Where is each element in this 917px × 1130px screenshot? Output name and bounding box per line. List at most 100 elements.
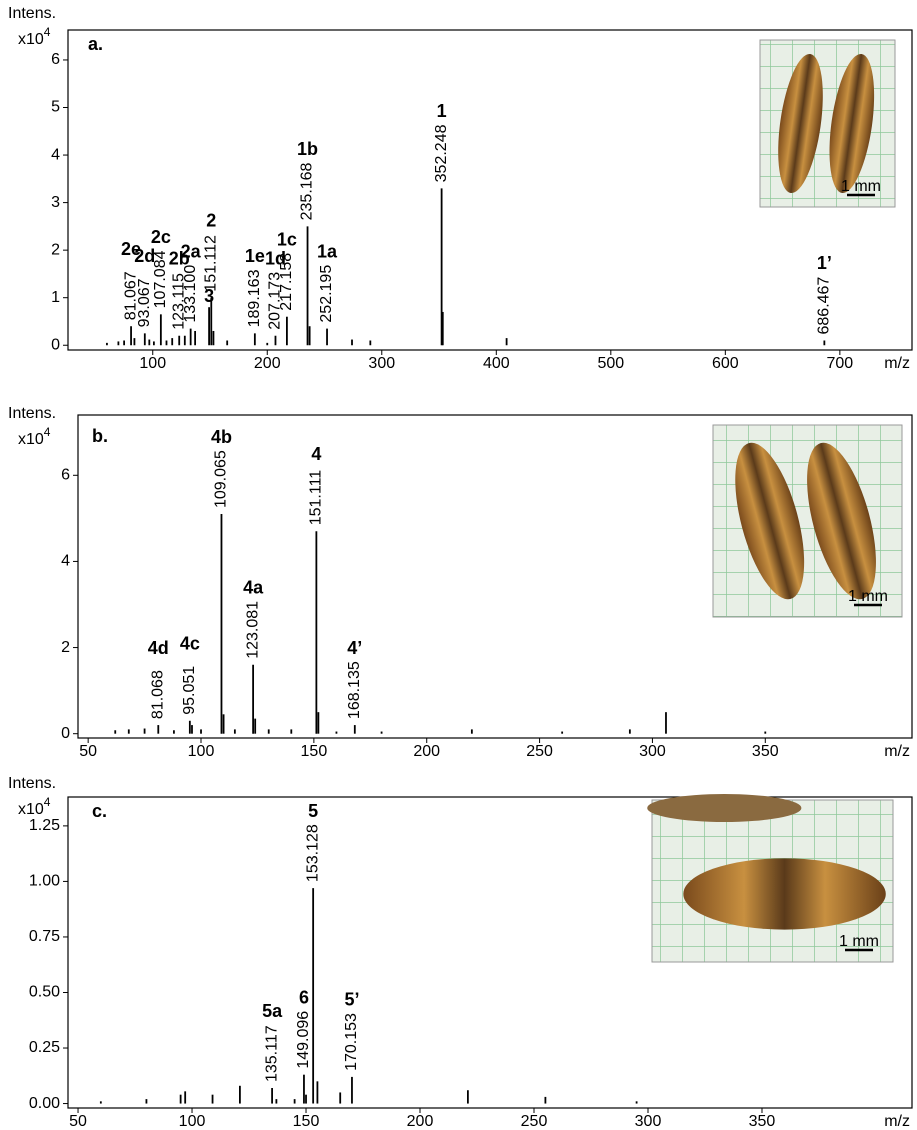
peak-name: 3 (204, 286, 214, 306)
scale-label: 1 mm (839, 933, 879, 950)
y-scale-exponent: 4 (44, 425, 51, 439)
peak-name: 2 (206, 210, 216, 230)
y-tick-label: 4 (51, 146, 60, 163)
y-tick-label: 3 (51, 194, 60, 211)
peak-mz-label: 168.135 (346, 661, 363, 719)
peak-mz-label: 153.128 (304, 824, 321, 882)
x-tick-label: 50 (79, 743, 97, 760)
peak-name: 4c (180, 634, 200, 654)
peak-name: 4a (243, 578, 264, 598)
peak-name: 1e (245, 246, 265, 266)
x-tick-label: 150 (293, 1113, 320, 1130)
x-axis-label: m/z (884, 1113, 910, 1130)
peak-mz-label: 95.051 (181, 666, 198, 715)
peak-name: 1b (297, 139, 318, 159)
peak-mz-label: 149.096 (295, 1011, 312, 1069)
y-tick-label: 0.00 (29, 1095, 60, 1112)
x-tick-label: 200 (407, 1113, 434, 1130)
x-tick-label: 600 (712, 355, 739, 372)
y-tick-label: 0 (51, 336, 60, 353)
y-tick-label: 2 (61, 639, 70, 656)
panel-title: b. (92, 426, 108, 446)
y-axis-label: Intens. (8, 5, 56, 22)
peak-mz-label: 123.115 (170, 273, 187, 330)
peak-name: 1a (317, 241, 338, 261)
peak-name: 1’ (817, 253, 832, 273)
scale-label: 1 mm (848, 588, 888, 605)
seed (683, 858, 886, 930)
peak-mz-label: 133.100 (182, 265, 199, 323)
peak-name: 2e (121, 239, 141, 259)
y-tick-label: 0.50 (29, 984, 60, 1001)
x-tick-label: 50 (69, 1113, 87, 1130)
x-tick-label: 350 (752, 743, 779, 760)
peak-name: 2a (181, 241, 202, 261)
inset-photo: 1 mm (759, 39, 896, 208)
y-scale: x104 (18, 795, 51, 818)
peak-name: 5 (308, 801, 318, 821)
y-scale-exponent: 4 (44, 25, 51, 39)
inset-photo: 1 mm (647, 794, 894, 963)
peak-mz-label: 109.065 (213, 450, 230, 508)
peak-name: 4 (311, 444, 321, 464)
peak-name: 1d (265, 248, 286, 268)
seed (829, 53, 875, 194)
peak-mz-label: 252.195 (318, 265, 335, 323)
peak-name: 6 (299, 987, 309, 1007)
peak-name: 5a (262, 1001, 283, 1021)
x-tick-label: 700 (827, 355, 854, 372)
x-axis-label: m/z (884, 355, 910, 372)
peak-mz-label: 107.084 (152, 250, 169, 308)
y-tick-label: 2 (51, 241, 60, 258)
y-tick-label: 6 (51, 51, 60, 68)
peak-mz-label: 81.067 (122, 271, 139, 320)
y-scale-exponent: 4 (44, 795, 51, 809)
inset-photo: 1 mm (712, 424, 903, 618)
y-tick-label: 1.00 (29, 873, 60, 890)
peak-mz-label: 352.248 (433, 124, 450, 182)
x-tick-label: 300 (635, 1113, 662, 1130)
y-tick-label: 1.25 (29, 817, 60, 834)
y-scale-base: x10 (18, 801, 44, 818)
x-tick-label: 200 (254, 355, 281, 372)
peak-name: 1c (277, 229, 297, 249)
y-axis-label: Intens. (8, 405, 56, 422)
y-tick-label: 1 (51, 289, 60, 306)
plot-frame (67, 796, 913, 1109)
x-tick-label: 400 (483, 355, 510, 372)
peak-mz-label: 189.163 (246, 269, 263, 327)
x-axis-label: m/z (884, 743, 910, 760)
x-tick-label: 100 (188, 743, 215, 760)
y-scale: x104 (18, 25, 51, 48)
peak-name: 4’ (347, 638, 362, 658)
x-tick-label: 150 (301, 743, 328, 760)
seed (735, 442, 805, 600)
x-tick-label: 250 (526, 743, 553, 760)
peak-name: 2d (134, 246, 155, 266)
x-tick-label: 200 (413, 743, 440, 760)
peak-mz-label: 81.068 (149, 670, 166, 719)
peak-mz-label: 217.158 (278, 253, 295, 311)
seed (778, 53, 823, 194)
y-tick-label: 5 (51, 99, 60, 116)
y-scale-base: x10 (18, 431, 44, 448)
peak-name: 5’ (344, 990, 359, 1010)
peak-name: 4b (211, 427, 232, 447)
x-tick-label: 100 (139, 355, 166, 372)
peak-mz-label: 170.153 (343, 1013, 360, 1071)
x-tick-label: 350 (749, 1113, 776, 1130)
peak-name: 2b (169, 248, 190, 268)
panel-title: a. (88, 34, 103, 54)
panel-title: c. (92, 801, 107, 821)
seed (647, 794, 802, 822)
y-scale-base: x10 (18, 31, 44, 48)
scale-label: 1 mm (841, 178, 881, 195)
plot-frame (67, 29, 913, 351)
y-scale: x104 (18, 425, 51, 448)
peak-mz-label: 123.081 (244, 601, 261, 659)
y-tick-label: 6 (61, 467, 70, 484)
peak-mz-label: 93.067 (136, 278, 153, 327)
x-tick-label: 250 (521, 1113, 548, 1130)
peak-mz-label: 151.111 (308, 470, 325, 526)
